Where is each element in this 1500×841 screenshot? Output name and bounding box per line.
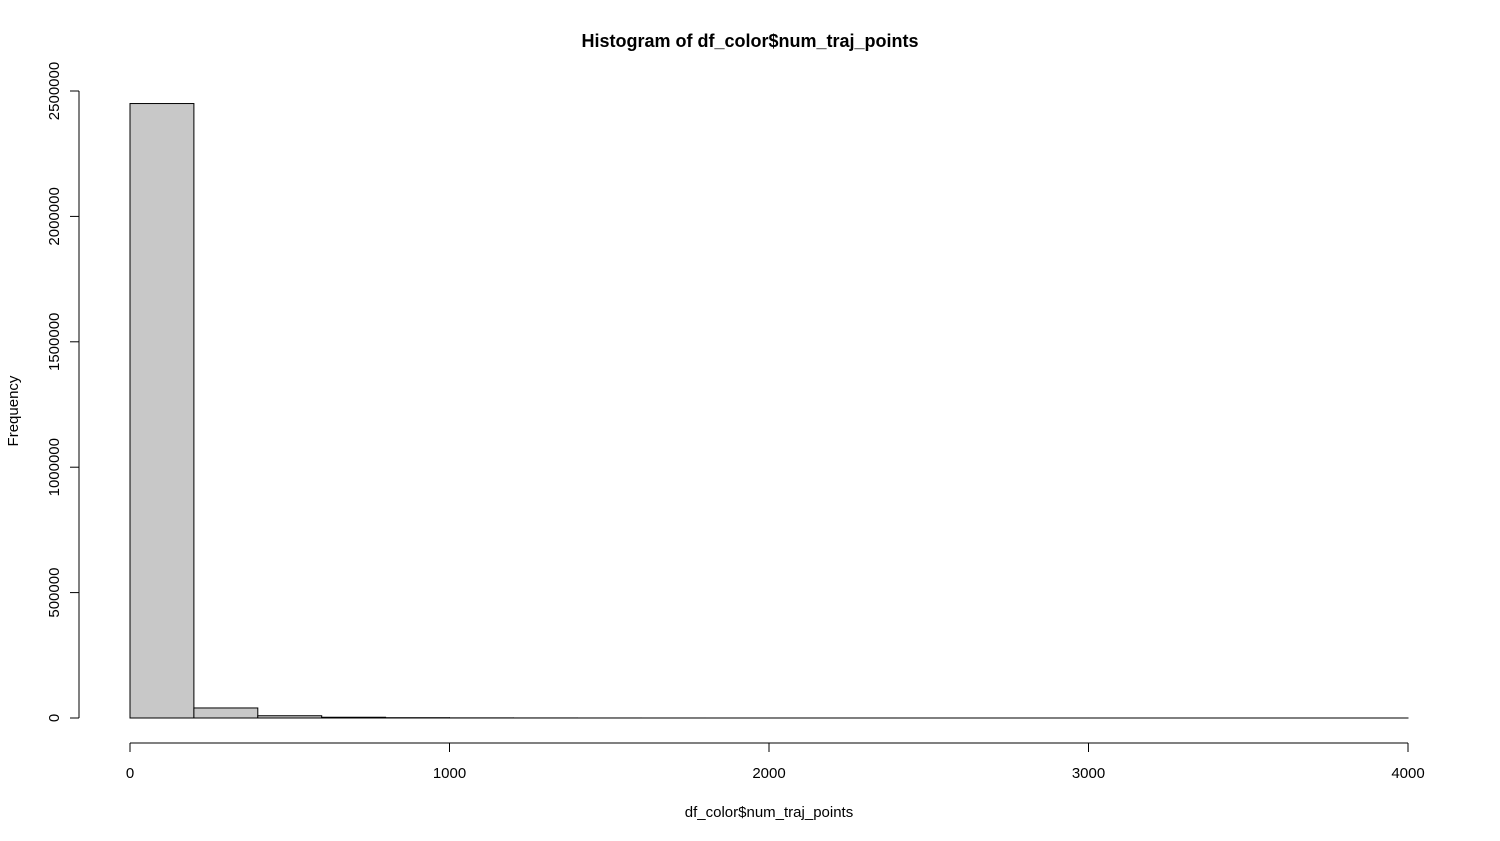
x-tick-label: 0	[126, 765, 134, 782]
y-tick-label: 0	[46, 714, 63, 722]
chart-title: Histogram of df_color$num_traj_points	[581, 31, 918, 51]
bars-group	[129, 103, 1409, 719]
y-axis-label: Frequency	[5, 375, 22, 446]
histogram-bar	[193, 707, 259, 719]
y-tick-label: 1500000	[46, 313, 63, 371]
histogram-bar	[129, 103, 195, 719]
x-tick-label: 2000	[752, 765, 785, 782]
y-tick-label: 2000000	[46, 187, 63, 245]
x-tick-label: 1000	[433, 765, 466, 782]
y-tick-label: 1000000	[46, 438, 63, 496]
x-axis-label: df_color$num_traj_points	[685, 804, 853, 821]
y-axis: 0 500000 1000000 1500000 2000000 2500000	[46, 62, 80, 722]
y-tick-label: 500000	[46, 568, 63, 618]
x-axis: 0 1000 2000 3000 4000	[126, 742, 1425, 782]
y-tick-label: 2500000	[46, 62, 63, 120]
x-tick-label: 3000	[1072, 765, 1105, 782]
x-tick-label: 4000	[1391, 765, 1424, 782]
